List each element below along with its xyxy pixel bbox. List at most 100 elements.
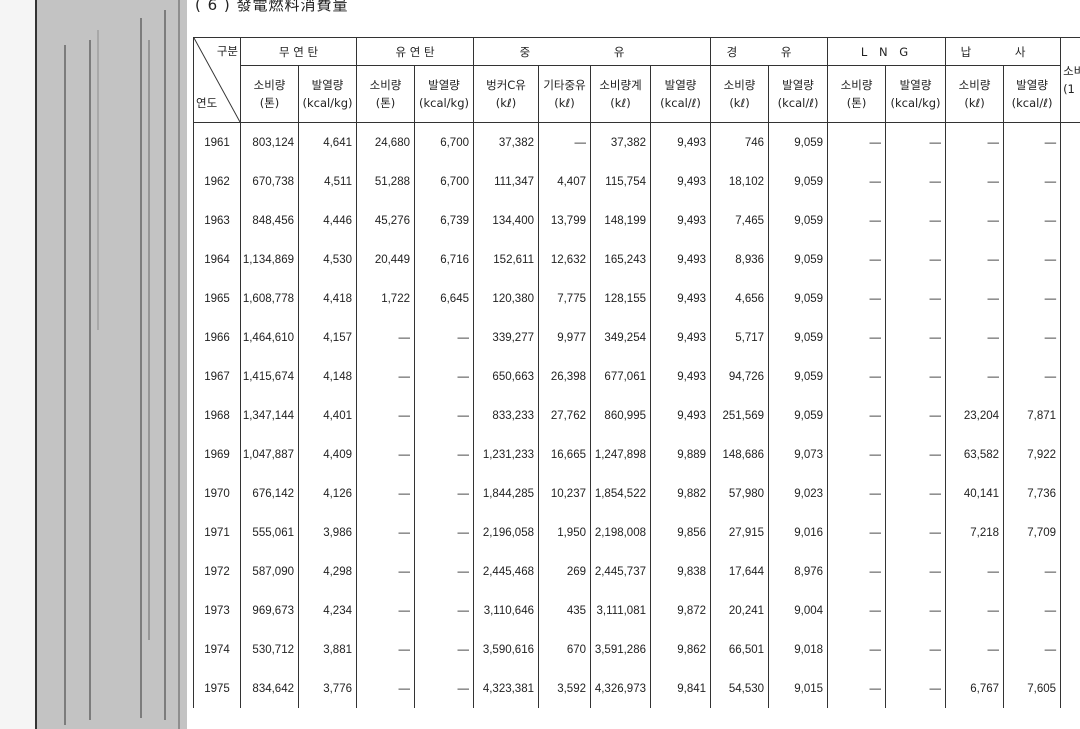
value-cell: 10,237 — [538, 474, 591, 513]
subheader-cell: 소비량계 (kℓ) — [590, 65, 651, 123]
value-cell: 349,254 — [590, 318, 651, 357]
value-cell: 9,493 — [649, 318, 712, 357]
value-cell: — — [414, 669, 474, 708]
value-cell: 7,218 — [945, 513, 1005, 552]
subheader-cell: 발열량 (kcal/ℓ) — [768, 65, 829, 123]
value-cell: — — [885, 474, 947, 513]
value-cell: 134,400 — [473, 201, 539, 240]
year-label: 연도 — [196, 96, 218, 110]
table-row: 1975 834,642 3,776— —4,323,381 3,592 4,326,97… — [193, 669, 1080, 708]
subheader-cell: 소비량 (톤) — [356, 65, 415, 123]
value-cell: — — [945, 122, 1005, 162]
value-cell: — — [885, 318, 947, 357]
year-cell: 1961 — [193, 122, 241, 162]
value-cell: — — [827, 513, 887, 552]
subheader-unit: (kcal/kg) — [418, 96, 470, 110]
value-cell: 7,736 — [1003, 474, 1062, 513]
partial-cell — [1060, 162, 1080, 201]
value-cell: 24,680 — [356, 122, 415, 162]
year-cell: 1967 — [193, 357, 241, 396]
subheader-unit: (kℓ) — [495, 96, 517, 110]
subheader-cell: 벙커C유 (kℓ) — [473, 65, 539, 123]
value-cell: — — [1003, 240, 1062, 279]
value-cell: — — [414, 513, 474, 552]
subheader-label: 소비량 — [253, 78, 286, 92]
value-cell: 650,663 — [473, 357, 539, 396]
value-cell: — — [1003, 318, 1062, 357]
subheader-unit: (톤) — [846, 96, 867, 110]
table-row: 1973 969,673 4,234— —3,110,646 435 3,111,081 9… — [193, 591, 1080, 630]
value-cell: 4,323,381 — [473, 669, 539, 708]
value-cell: 3,110,646 — [473, 591, 539, 630]
value-cell: — — [1003, 122, 1062, 162]
value-cell: 9,838 — [649, 552, 712, 591]
value-cell: 9,059 — [768, 240, 829, 279]
year-cell: 1970 — [193, 474, 241, 513]
subheader-cell: 소비량 (톤) — [827, 65, 887, 123]
value-cell: 9,059 — [768, 201, 829, 240]
value-cell: — — [945, 357, 1005, 396]
value-cell: 27,915 — [710, 513, 770, 552]
value-cell: — — [885, 669, 947, 708]
value-cell: 4,148 — [298, 357, 357, 396]
value-cell: — — [945, 201, 1005, 240]
value-cell: — — [885, 279, 947, 318]
value-cell: 63,582 — [945, 435, 1005, 474]
viewer-margin — [0, 0, 35, 729]
value-cell: 4,641 — [298, 122, 357, 162]
value-cell: 4,530 — [298, 240, 357, 279]
year-cell: 1971 — [193, 513, 241, 552]
value-cell: 4,446 — [298, 201, 357, 240]
subheader-cell: 발열량 (kcal/kg) — [885, 65, 947, 123]
subheader-cell: 소비량 (kℓ) — [945, 65, 1005, 123]
value-cell: — — [827, 357, 887, 396]
value-cell: 4,407 — [538, 162, 591, 201]
value-cell: 9,977 — [538, 318, 591, 357]
value-cell: 860,995 — [590, 396, 651, 435]
value-cell: 37,382 — [590, 122, 651, 162]
value-cell: 3,590,616 — [473, 630, 539, 669]
partial-cell — [1060, 513, 1080, 552]
partial-cell — [1060, 318, 1080, 357]
value-cell: — — [414, 357, 474, 396]
value-cell: 6,739 — [414, 201, 474, 240]
year-cell: 1964 — [193, 240, 241, 279]
value-cell: — — [356, 513, 415, 552]
value-cell: 2,445,737 — [590, 552, 651, 591]
value-cell: 148,199 — [590, 201, 651, 240]
value-cell: 2,198,008 — [590, 513, 651, 552]
value-cell: — — [827, 591, 887, 630]
value-cell: 7,465 — [710, 201, 770, 240]
value-cell: — — [885, 122, 947, 162]
value-cell: — — [414, 474, 474, 513]
value-cell: 746 — [710, 122, 770, 162]
value-cell: — — [356, 669, 415, 708]
value-cell: — — [414, 318, 474, 357]
value-cell: 18,102 — [710, 162, 770, 201]
value-cell: 435 — [538, 591, 591, 630]
scanned-page-edge — [35, 0, 189, 729]
value-cell: 16,665 — [538, 435, 591, 474]
table-row: 1965 1,608,778 4,418 1,722 6,645 120,380 7,775… — [193, 279, 1080, 318]
group-lng: L N G — [827, 37, 947, 66]
table-row: 1961 803,124 4,641 24,680 6,700 37,382—37,382… — [193, 122, 1080, 162]
value-cell: 2,196,058 — [473, 513, 539, 552]
value-cell: 1,347,144 — [240, 396, 299, 435]
value-cell: — — [1003, 591, 1062, 630]
table-row: 1962 670,738 4,511 51,288 6,700 111,347 4,407 1… — [193, 162, 1080, 201]
partial-cell — [1060, 591, 1080, 630]
value-cell: 6,700 — [414, 122, 474, 162]
value-cell: — — [414, 591, 474, 630]
table-row: 1969 1,047,887 4,409— —1,231,233 16,665 1,247… — [193, 435, 1080, 474]
subheader-label: 소비량 — [840, 78, 873, 92]
value-cell: 66,501 — [710, 630, 770, 669]
value-cell: — — [827, 122, 887, 162]
year-cell: 1975 — [193, 669, 241, 708]
value-cell: 12,632 — [538, 240, 591, 279]
value-cell: 165,243 — [590, 240, 651, 279]
value-cell: 7,871 — [1003, 396, 1062, 435]
value-cell: 1,047,887 — [240, 435, 299, 474]
value-cell: 4,656 — [710, 279, 770, 318]
value-cell: 3,776 — [298, 669, 357, 708]
value-cell: 9,059 — [768, 357, 829, 396]
